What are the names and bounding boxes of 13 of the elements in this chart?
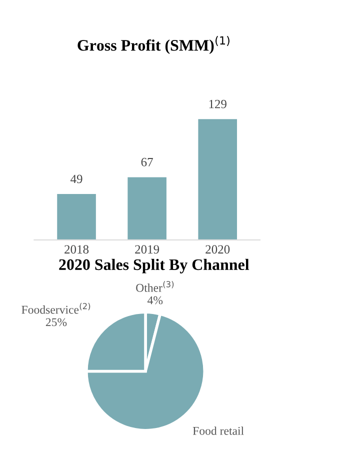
x-tick-label: 2018 [64,245,89,254]
data-label: 49 [70,174,82,184]
data-label: 25% [46,318,67,326]
data-label: 67 [141,158,153,166]
data-label: 129 [209,100,226,108]
x-tick-label: 2019 [135,245,160,254]
slice-label: Other$^{(3)}$ [136,280,174,292]
data-label: 4% [147,296,163,304]
chart-title: 2020 Sales Split By Channel [59,258,250,274]
slice-label: Foodservice$^{(2)}$ [22,302,90,314]
chart-title: Gross Profit (SMM)$^{(1)}$ [78,36,230,54]
x-tick-label: 2020 [206,245,230,254]
slice-label: Food retail [192,426,244,435]
